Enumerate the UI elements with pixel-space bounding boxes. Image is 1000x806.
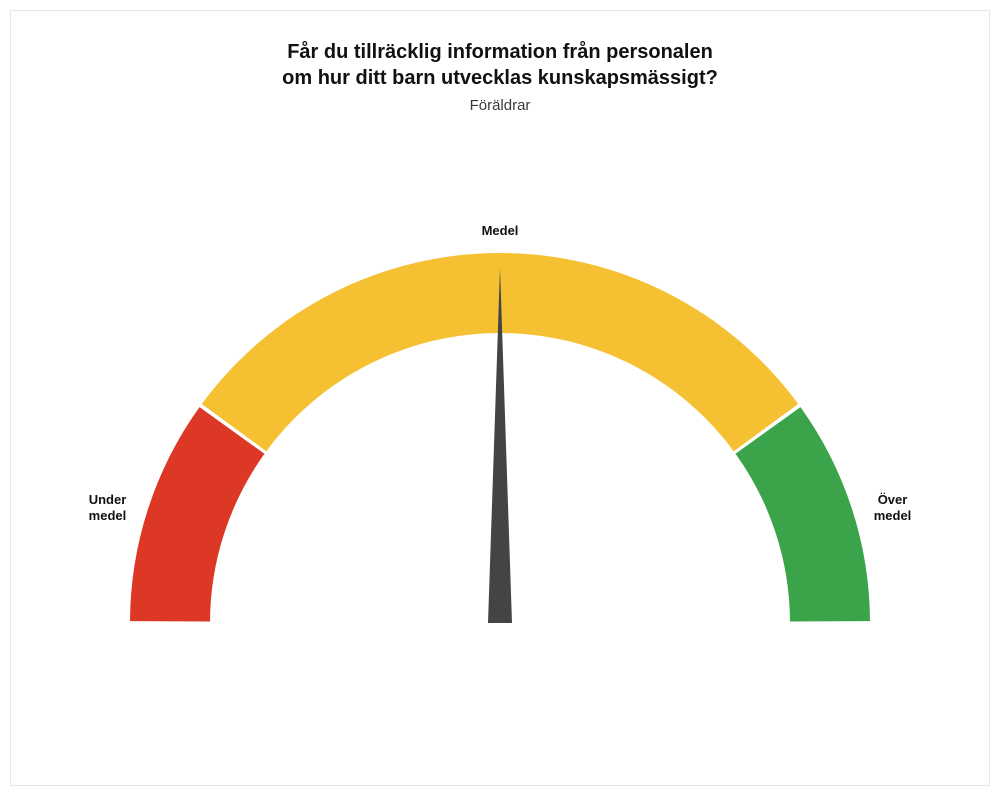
gauge-label-left: Under medel bbox=[77, 492, 137, 523]
chart-title: Får du tillräcklig information från pers… bbox=[11, 39, 989, 91]
title-line2: om hur ditt barn utvecklas kunskapsmässi… bbox=[282, 67, 718, 89]
gauge-label-right: Över medel bbox=[863, 492, 923, 523]
header: Får du tillräcklig information från pers… bbox=[11, 11, 989, 114]
title-line1: Får du tillräcklig information från pers… bbox=[287, 41, 713, 63]
gauge-card: Får du tillräcklig information från pers… bbox=[10, 10, 990, 786]
chart-subtitle: Föräldrar bbox=[11, 97, 989, 114]
gauge-label-top: Medel bbox=[460, 223, 540, 239]
gauge-segment bbox=[736, 407, 870, 621]
gauge-segment bbox=[130, 407, 264, 621]
